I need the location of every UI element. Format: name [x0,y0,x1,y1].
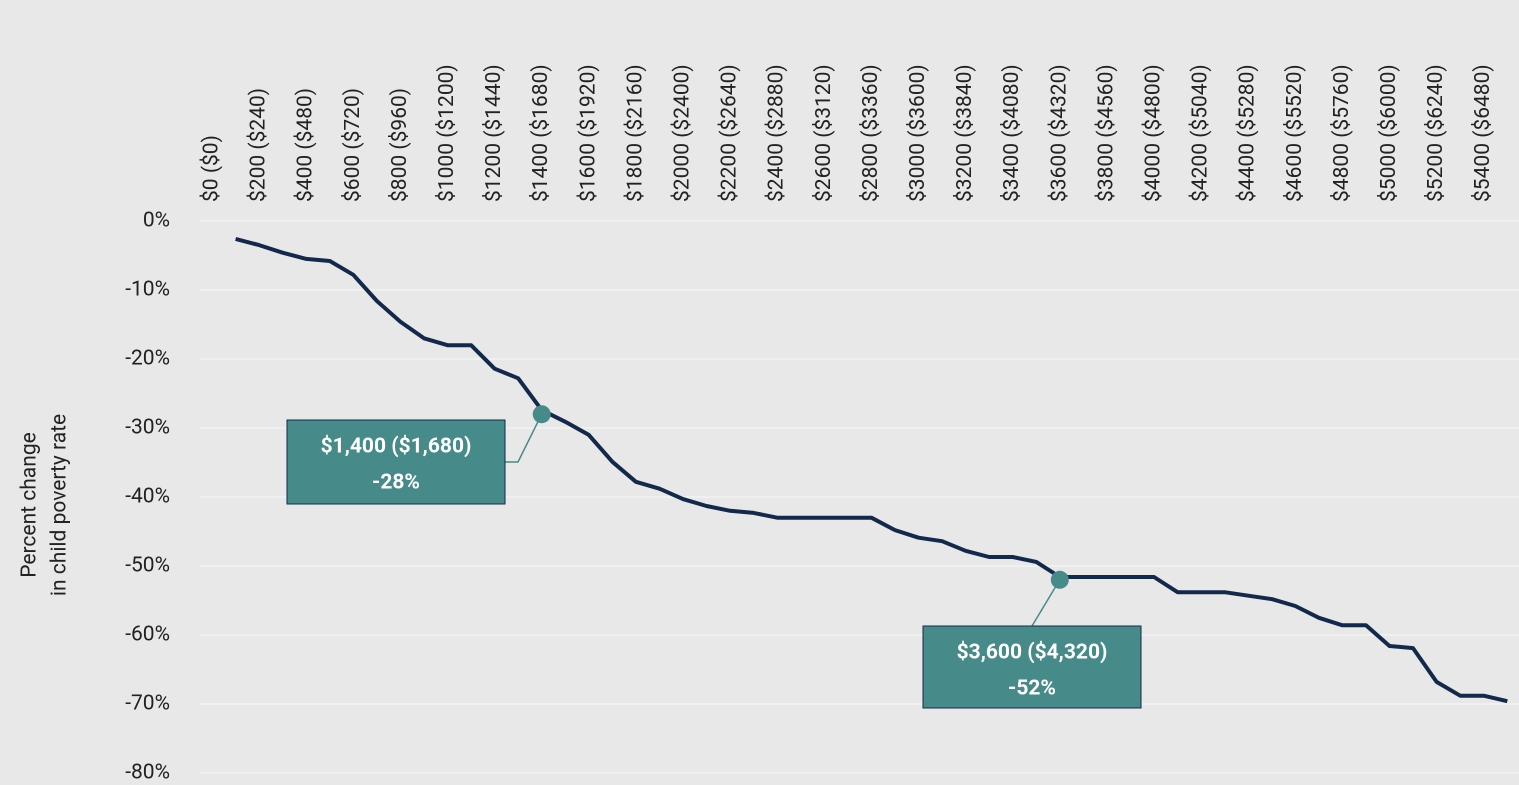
y-tick-label: -60% [125,623,170,647]
x-tick-label: $2600 ($3120) [812,64,836,202]
x-tick-label: $0 ($0) [200,135,224,202]
x-tick-label: $3400 ($4080) [1000,64,1024,202]
y-axis-label: Percent change [18,432,42,577]
annotation-point [1050,570,1069,589]
annotation-connector [505,413,543,463]
x-tick-label: $5000 ($6000) [1377,64,1401,202]
x-tick-label: $3000 ($3600) [906,64,930,202]
annotation-label: $3,600 ($4,320) [957,641,1108,665]
x-tick-label: $4000 ($4800) [1142,64,1166,202]
annotation-label: $1,400 ($1,680) [321,435,472,459]
x-tick-label: $3200 ($3840) [953,64,977,202]
annotation-box [922,625,1142,709]
y-tick-label: -10% [125,278,170,302]
annotation-value: -28% [372,471,420,495]
x-tick-label: $200 ($240) [247,88,271,202]
annotation-point [532,405,551,424]
y-tick-label: 0% [143,209,170,233]
x-tick-label: $4400 ($5280) [1236,64,1260,202]
x-tick-label: $5200 ($6240) [1424,64,1448,202]
x-tick-label: $2200 ($2640) [718,64,742,202]
y-tick-label: -50% [125,554,170,578]
x-tick-label: $3800 ($4560) [1094,64,1118,202]
x-tick-label: $1200 ($1440) [482,64,506,202]
y-axis-label: in child poverty rate [48,414,72,596]
x-tick-label: $400 ($480) [294,88,318,202]
x-tick-label: $1800 ($2160) [623,64,647,202]
x-tick-label: $2800 ($3360) [859,64,883,202]
y-tick-label: -70% [125,692,170,716]
x-tick-label: $600 ($720) [341,88,365,202]
annotation-box [286,419,506,505]
x-tick-label: $2400 ($2880) [765,64,789,202]
line-series [235,236,1508,704]
x-tick-label: $1600 ($1920) [576,64,600,202]
x-tick-label: $800 ($960) [388,88,412,202]
x-tick-label: $4200 ($5040) [1189,64,1213,202]
y-tick-label: -80% [125,761,170,785]
x-tick-label: $4800 ($5760) [1330,64,1354,202]
x-tick-label: $1000 ($1200) [435,64,459,202]
x-tick-label: $3600 ($4320) [1047,64,1071,202]
y-tick-label: -20% [125,347,170,371]
annotation-value: -52% [1008,677,1056,701]
y-tick-label: -30% [125,416,170,440]
x-tick-label: $4600 ($5520) [1283,64,1307,202]
x-tick-label: $2000 ($2400) [671,64,695,202]
y-tick-label: -40% [125,485,170,509]
x-tick-label: $5400 ($6480) [1471,64,1495,202]
x-tick-label: $1400 ($1680) [529,64,553,202]
